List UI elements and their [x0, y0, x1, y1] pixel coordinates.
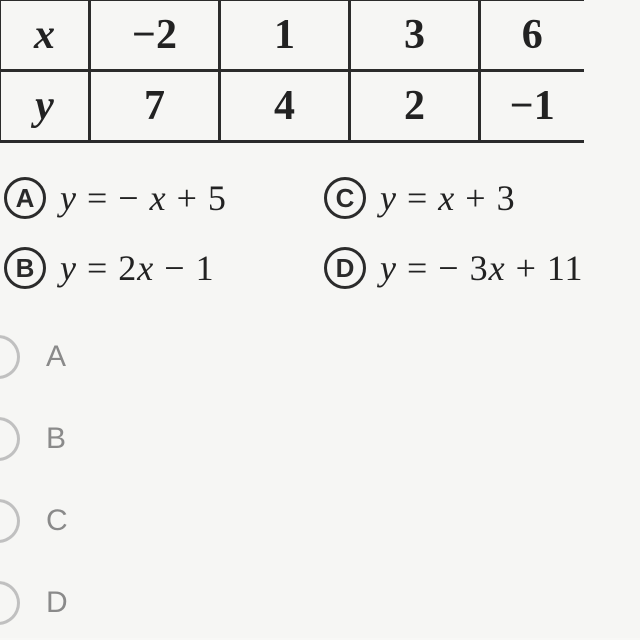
choice-equation: y = − 3x + 11 — [380, 247, 584, 289]
choice-bubble: C — [324, 177, 366, 219]
table-cell: 7 — [90, 71, 220, 142]
radio-ring-icon — [0, 499, 20, 543]
radio-ring-icon — [0, 335, 20, 379]
answer-label: D — [46, 586, 68, 620]
choice-equation: y = − x + 5 — [60, 177, 227, 219]
radio-ring-icon — [0, 417, 20, 461]
answer-label: B — [46, 422, 66, 456]
answer-label: C — [46, 504, 68, 538]
xy-table: x −2 1 3 6 y 7 4 2 −1 — [0, 0, 584, 143]
answer-option-a[interactable]: A — [0, 335, 640, 379]
choice-equation: y = 2x − 1 — [60, 247, 215, 289]
choice-bubble: D — [324, 247, 366, 289]
choice-d: D y = − 3x + 11 — [324, 247, 640, 289]
equation-choices: A y = − x + 5 C y = x + 3 B y = 2x − 1 D… — [4, 177, 640, 289]
choice-bubble: B — [4, 247, 46, 289]
radio-ring-icon — [0, 581, 20, 625]
choice-equation: y = x + 3 — [380, 177, 516, 219]
answer-option-c[interactable]: C — [0, 499, 640, 543]
row-header-x: x — [0, 0, 90, 71]
choice-bubble: A — [4, 177, 46, 219]
choice-a: A y = − x + 5 — [4, 177, 324, 219]
table-cell: 6 — [480, 0, 584, 71]
answer-option-b[interactable]: B — [0, 417, 640, 461]
answer-selector: A B C D — [0, 335, 640, 625]
table-cell: −2 — [90, 0, 220, 71]
table-cell: −1 — [480, 71, 584, 142]
table-cell: 3 — [350, 0, 480, 71]
table-row: y 7 4 2 −1 — [0, 71, 584, 142]
table-cell: 4 — [220, 71, 350, 142]
table-cell: 2 — [350, 71, 480, 142]
table-cell: 1 — [220, 0, 350, 71]
answer-option-d[interactable]: D — [0, 581, 640, 625]
choice-c: C y = x + 3 — [324, 177, 640, 219]
row-header-y: y — [0, 71, 90, 142]
choice-b: B y = 2x − 1 — [4, 247, 324, 289]
table-row: x −2 1 3 6 — [0, 0, 584, 71]
answer-label: A — [46, 340, 66, 374]
